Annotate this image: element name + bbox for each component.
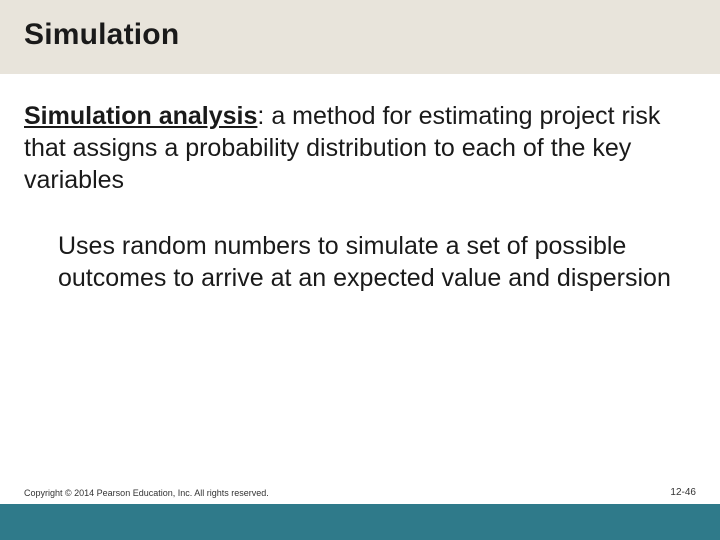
page-number: 12-46 xyxy=(670,487,696,498)
sub-paragraph: Uses random numbers to simulate a set of… xyxy=(58,230,686,294)
slide: Simulation Simulation analysis: a method… xyxy=(0,0,720,540)
definition-paragraph: Simulation analysis: a method for estima… xyxy=(24,100,696,196)
copyright-text: Copyright © 2014 Pearson Education, Inc.… xyxy=(24,488,269,498)
slide-title: Simulation xyxy=(24,18,696,52)
body-area: Simulation analysis: a method for estima… xyxy=(24,100,696,294)
definition-term: Simulation analysis xyxy=(24,102,257,130)
footer-bar xyxy=(0,504,720,540)
title-bar: Simulation xyxy=(0,0,720,74)
